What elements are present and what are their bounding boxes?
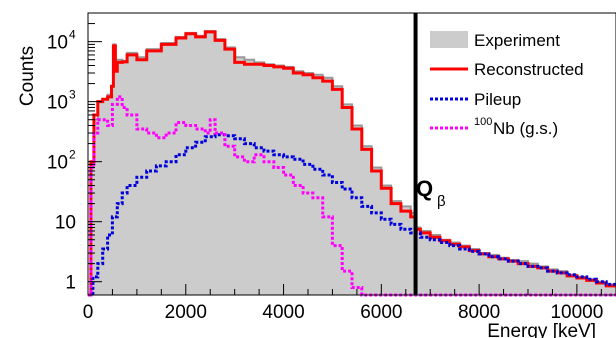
series-pileup-line <box>88 133 616 297</box>
y-tick-label-exponent: 2 <box>69 148 76 162</box>
x-tick-label: 10000 <box>550 302 603 323</box>
q-beta-subscript: β <box>437 193 446 210</box>
legend-label-nb100: Nb (g.s.) <box>493 119 558 138</box>
legend-swatch-experiment <box>430 31 468 48</box>
series-reconstructed-line <box>88 30 616 297</box>
y-tick-label-exponent: 4 <box>69 28 76 42</box>
y-tick-label-exponent: 3 <box>69 88 76 102</box>
y-tick-label: 1 <box>65 273 76 294</box>
plot-frame <box>87 12 616 296</box>
series-layer <box>88 30 616 297</box>
legend-label-reconstructed: Reconstructed <box>474 60 584 79</box>
legend-label-nb100-sup: 100 <box>474 116 492 128</box>
legend: Experiment Reconstructed Pileup 100 Nb (… <box>430 31 584 138</box>
series-nb-g-s-line <box>88 95 616 297</box>
y-tick-label: 10 <box>55 213 76 234</box>
legend-label-pileup: Pileup <box>474 90 521 109</box>
x-tick-label: 4000 <box>262 302 304 323</box>
x-axis-label: Energy [keV] <box>487 321 596 338</box>
y-axis-label: Counts <box>17 46 38 106</box>
y-tick-label: 10 <box>47 153 68 174</box>
q-beta-annotation: Q β <box>416 176 446 210</box>
x-tick-label: 2000 <box>165 302 207 323</box>
y-tick-label: 10 <box>47 33 68 54</box>
y-tick-label: 10 <box>47 93 68 114</box>
x-tick-label: 8000 <box>458 302 500 323</box>
x-tick-label: 6000 <box>360 302 402 323</box>
legend-label-experiment: Experiment <box>474 31 560 50</box>
x-tick-label: 0 <box>83 302 94 323</box>
q-beta-label: Q <box>416 176 433 201</box>
series-experiment-area <box>88 31 616 295</box>
